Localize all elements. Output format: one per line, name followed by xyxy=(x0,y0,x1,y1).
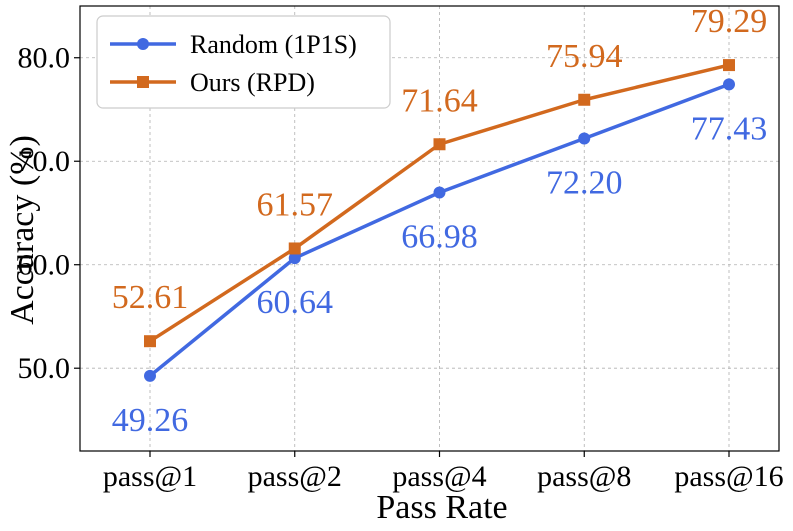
axes: pass@1 pass@2 pass@4 pass@8 pass@16 50.0 60.0 7… xyxy=(18,42,784,493)
x-axis-label: Pass Rate xyxy=(376,489,507,526)
x-tick-label: pass@2 xyxy=(248,460,342,493)
data-label: 49.26 xyxy=(112,402,189,439)
y-axis-label: Accuracy (%) xyxy=(4,135,41,325)
data-point xyxy=(288,242,301,255)
legend-marker xyxy=(137,76,149,88)
data-label: 71.64 xyxy=(401,82,478,119)
x-tick-label: pass@1 xyxy=(103,460,197,493)
legend-label: Random (1P1S) xyxy=(190,30,357,59)
data-point xyxy=(723,59,735,72)
plot-frame xyxy=(79,5,780,452)
data-label: 60.64 xyxy=(257,284,334,321)
y-tick-label: 80.0 xyxy=(18,42,71,75)
y-tick-label: 60.0 xyxy=(18,249,71,282)
legend-item: Ours (RPD) xyxy=(110,68,315,97)
data-point xyxy=(144,369,156,382)
data-point xyxy=(723,78,735,91)
x-tick-label: pass@4 xyxy=(392,460,486,493)
data-label: 72.20 xyxy=(546,164,623,201)
data-label: 79.29 xyxy=(691,3,768,40)
legend-item: Random (1P1S) xyxy=(110,30,357,59)
series-ours: 52.61 61.57 71.64 75.94 79.29 xyxy=(112,3,768,348)
y-tick-label: 70.0 xyxy=(18,145,71,178)
data-point xyxy=(433,138,446,151)
x-tick-label: pass@8 xyxy=(537,460,631,493)
data-label: 61.57 xyxy=(257,186,334,223)
data-point xyxy=(433,186,446,199)
legend: Random (1P1S) Ours (RPD) xyxy=(96,15,391,109)
data-label: 66.98 xyxy=(401,218,478,255)
y-tick-label: 50.0 xyxy=(18,352,71,385)
legend-box xyxy=(96,15,391,109)
data-point xyxy=(144,335,156,348)
series-random: 49.26 60.64 66.98 72.20 77.43 xyxy=(112,78,768,439)
data-label: 52.61 xyxy=(112,279,189,316)
data-point xyxy=(578,132,591,145)
grid xyxy=(80,6,779,451)
x-tick-label: pass@16 xyxy=(674,460,783,493)
data-label: 75.94 xyxy=(546,38,623,75)
legend-label: Ours (RPD) xyxy=(190,68,315,97)
legend-marker xyxy=(137,38,149,50)
series-group: 49.26 60.64 66.98 72.20 77.43 52.61 61.57 71.64… xyxy=(112,3,768,439)
data-point xyxy=(578,93,591,106)
data-label: 77.43 xyxy=(691,110,768,147)
data-point xyxy=(288,252,301,265)
